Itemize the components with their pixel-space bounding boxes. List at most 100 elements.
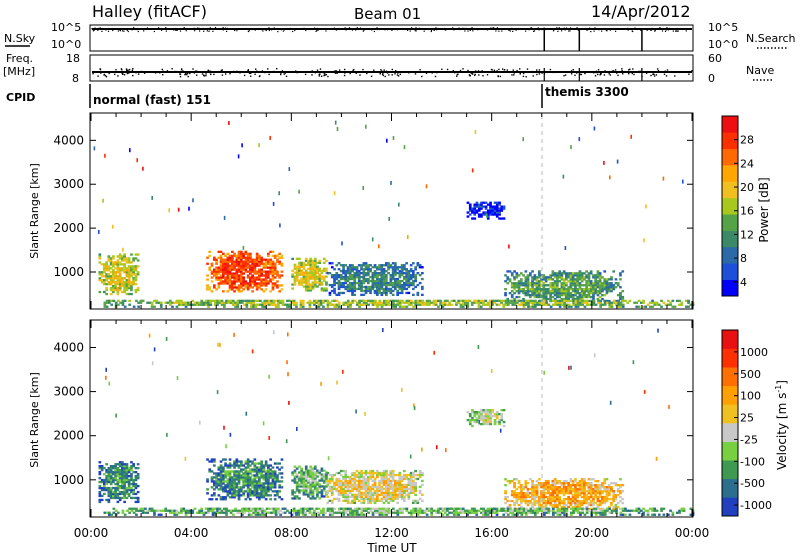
velocity-echo-cell <box>364 477 368 481</box>
nave-point <box>131 69 134 72</box>
power-echo-cell <box>398 287 402 291</box>
velocity-echo-cell <box>320 473 324 476</box>
velocity-echo-cell <box>318 471 322 474</box>
nave-point <box>608 73 610 75</box>
power-echo-cell <box>646 303 650 306</box>
power-echo-cell <box>344 274 348 277</box>
velocity-echo-cell <box>376 469 379 473</box>
power-echo-cell <box>232 299 235 302</box>
power-echo-cell <box>589 286 593 289</box>
velocity-echo-cell <box>242 484 245 487</box>
power-echo-cell <box>515 282 519 285</box>
power-echo-cell <box>273 268 277 271</box>
power-echo-cell <box>522 282 525 285</box>
power-echo-cell <box>228 258 232 261</box>
nsky-point <box>117 30 119 32</box>
velocity-echo-cell <box>371 483 375 487</box>
nsky-point <box>501 30 503 32</box>
power-echo-cell <box>364 279 368 283</box>
power-echo-cell <box>360 272 363 275</box>
velocity-echo-cell <box>105 471 108 474</box>
power-scatter-echo <box>168 208 170 213</box>
velocity-echo-cell <box>255 476 259 479</box>
nave-point <box>225 73 227 75</box>
power-echo-cell <box>391 293 395 296</box>
power-echo-cell <box>380 287 384 291</box>
power-scatter-echo <box>390 180 392 185</box>
power-echo-cell <box>309 269 313 272</box>
velocity-echo-cell <box>396 495 399 498</box>
power-echo-cell <box>177 301 181 304</box>
power-echo-cell <box>278 284 281 287</box>
power-echo-cell <box>598 278 602 281</box>
power-echo-cell <box>134 269 138 272</box>
power-echo-cell <box>517 284 521 287</box>
nave-point <box>497 75 499 78</box>
power-echo-cell <box>605 286 609 289</box>
power-echo-cell <box>596 286 600 289</box>
nave-point <box>574 74 576 76</box>
velocity-echo-cell <box>125 471 129 474</box>
power-echo-cell <box>403 287 406 291</box>
nave-point <box>327 75 329 78</box>
velocity-echo-cell <box>353 487 357 491</box>
power-echo-cell <box>400 291 404 295</box>
power-echo-cell <box>493 209 497 212</box>
velocity-echo-cell <box>271 472 275 475</box>
velocity-echo-cell <box>215 472 218 475</box>
velocity-echo-cell <box>394 483 397 487</box>
power-echo-cell <box>585 282 588 285</box>
velocity-echo-cell <box>244 472 248 475</box>
power-echo-cell <box>484 299 488 302</box>
velocity-echo-cell <box>522 499 525 503</box>
nsky-point <box>443 28 445 30</box>
velocity-echo-cell <box>224 484 227 487</box>
velocity-echo-cell <box>98 492 102 496</box>
velocity-echo-cell <box>107 469 111 472</box>
velocity-echo-cell <box>244 476 248 479</box>
velocity-echo-cell <box>242 482 245 485</box>
power-echo-cell <box>394 268 397 271</box>
velocity-echo-cell <box>316 491 319 494</box>
velocity-echo-cell <box>116 488 120 492</box>
velocity-echo-cell <box>300 477 303 480</box>
velocity-echo-cell <box>498 413 501 416</box>
power-scatter-echo <box>388 216 390 221</box>
nsky-point <box>452 27 454 29</box>
velocity-echo-cell <box>109 473 113 476</box>
velocity-echo-cell <box>531 490 534 493</box>
power-echo-cell <box>553 280 557 283</box>
power-echo-cell <box>605 280 609 283</box>
power-echo-cell <box>270 299 273 302</box>
power-echo-cell <box>207 301 210 304</box>
power-echo-cell <box>180 301 183 304</box>
velocity-echo-cell <box>98 486 102 490</box>
power-echo-cell <box>225 301 228 304</box>
nsky-point <box>161 29 163 31</box>
nave-point <box>338 69 341 71</box>
power-echo-cell <box>376 283 379 287</box>
velocity-echo-cell <box>360 473 363 477</box>
velocity-echo-cell <box>136 500 140 504</box>
velocity-echo-cell <box>246 470 250 473</box>
velocity-echo-cell <box>389 471 393 475</box>
velocity-echo-cell <box>249 492 252 495</box>
power-echo-cell <box>244 250 248 253</box>
velocity-echo-cell <box>524 495 528 499</box>
velocity-echo-cell <box>271 486 275 489</box>
velocity-echo-cell <box>418 473 422 477</box>
velocity-echo-cell <box>346 501 350 504</box>
velocity-echo-cell <box>237 474 241 477</box>
velocity-echo-cell <box>346 483 350 487</box>
power-echo-cell <box>328 283 332 287</box>
power-echo-cell <box>242 282 245 285</box>
velocity-echo-cell <box>226 480 230 483</box>
power-echo-cell <box>270 301 273 304</box>
velocity-echo-cell <box>224 476 227 479</box>
power-echo-cell <box>241 299 244 302</box>
power-echo-cell <box>217 266 221 269</box>
power-echo-cell <box>130 275 133 278</box>
velocity-echo-cell <box>414 483 417 487</box>
velocity-echo-cell <box>489 422 492 426</box>
cpid-strip: CPID normal (fast) 151 themis 3300 <box>6 84 629 108</box>
